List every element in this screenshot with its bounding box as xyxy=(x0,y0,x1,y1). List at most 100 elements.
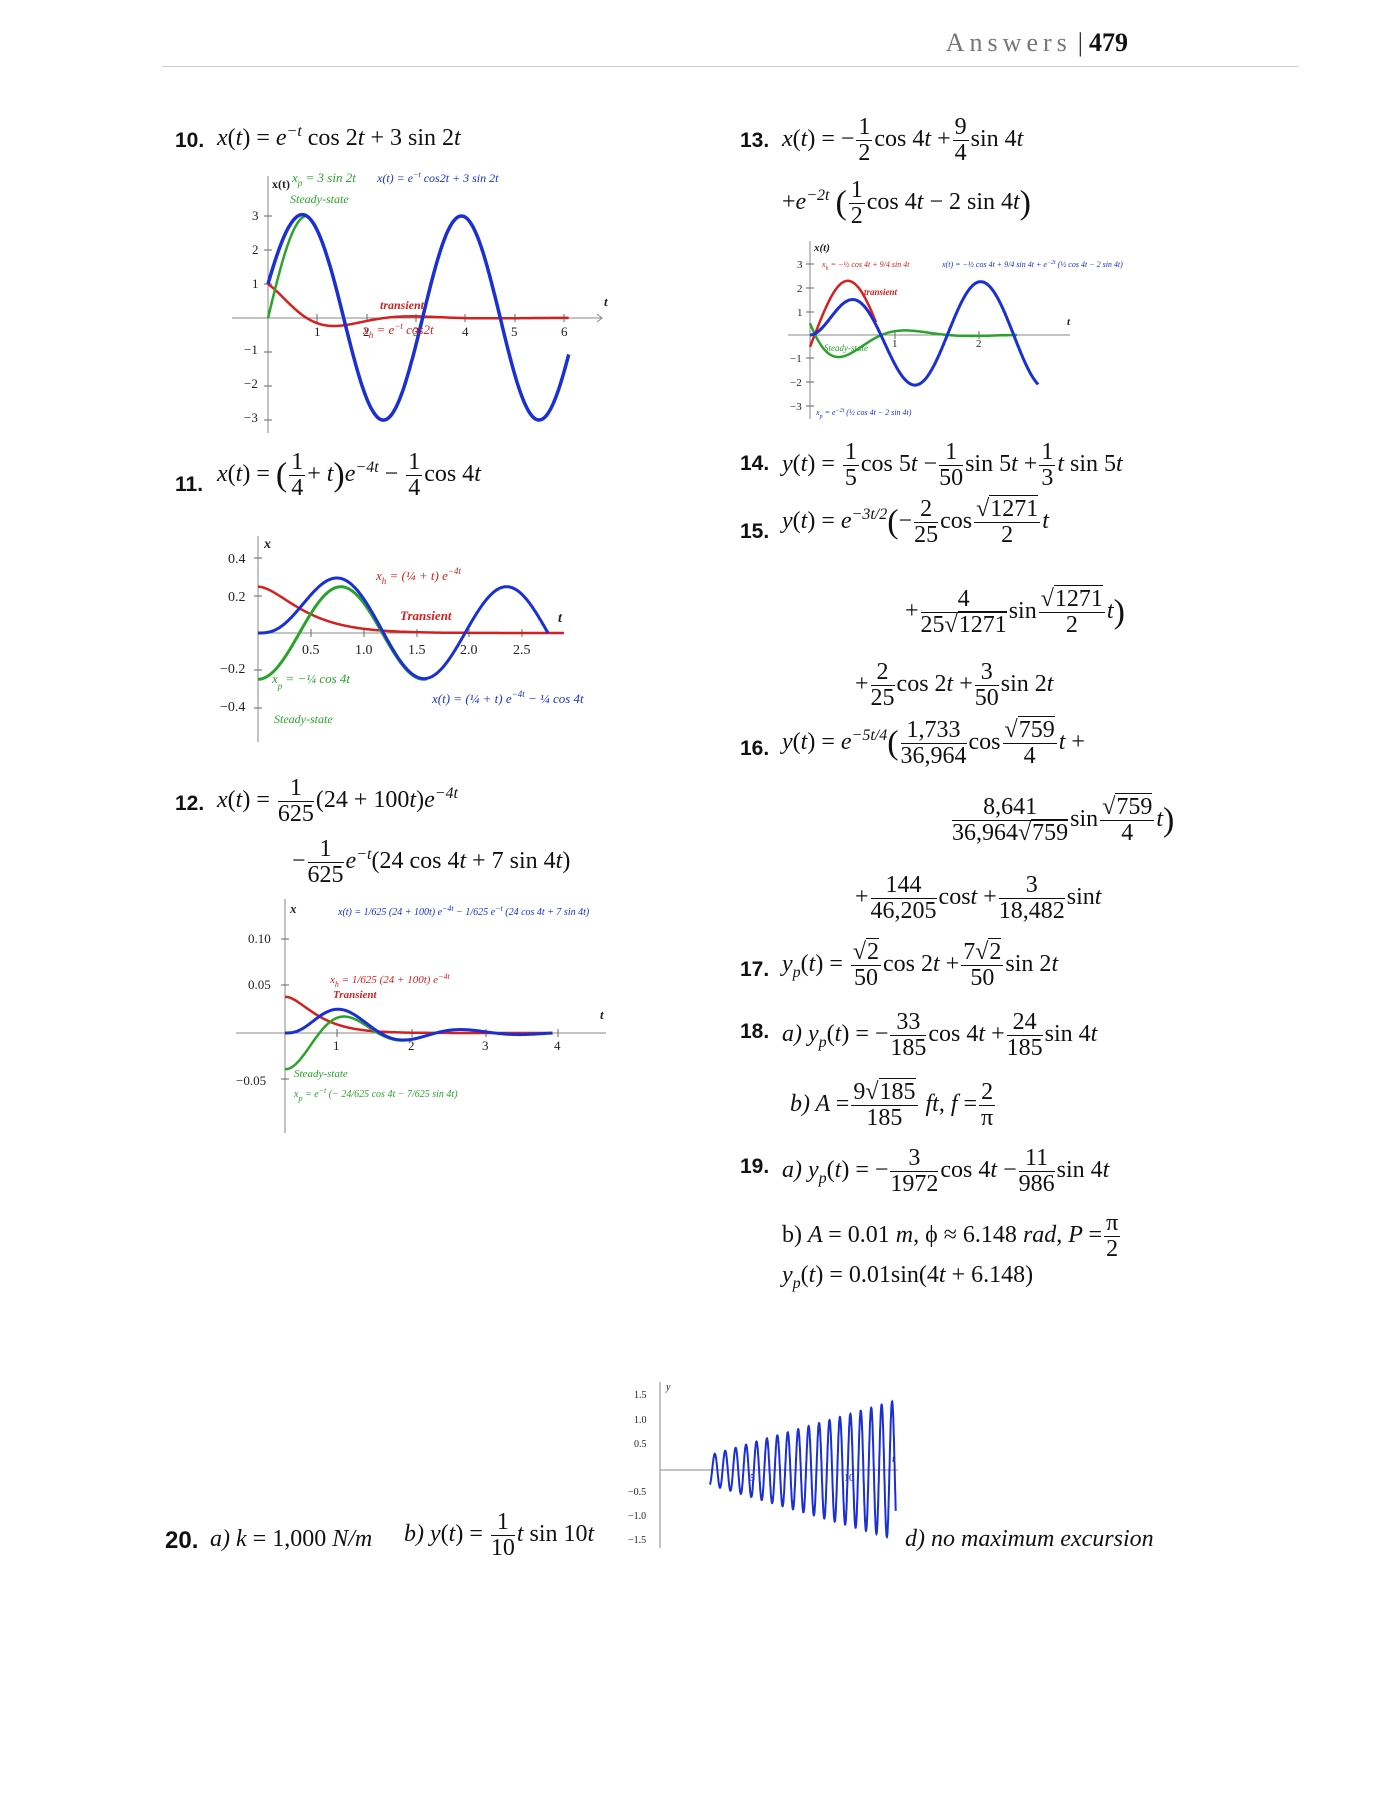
answer-11-number: 11. xyxy=(175,473,204,496)
answer-20-part-a: a) k = 1,000 N/m xyxy=(210,1526,373,1552)
answer-11-equation: x(t) = (1 4 + t)e−4t − 1 4 cos 4t xyxy=(217,449,481,502)
header-section: Answers xyxy=(945,28,1072,57)
svg-text:0.10: 0.10 xyxy=(248,931,271,946)
answer-17-equation: yp(t) = √2 50 cos 2t +7√2 50 sin 2t xyxy=(782,938,1059,992)
answer-13-line-2: +e−2t (1 2 cos 4t − 2 sin 4t) xyxy=(782,177,1031,230)
svg-text:x(t) = 1/625 (24 + 100t) e−4t: x(t) = 1/625 (24 + 100t) e−4t − 1/625 e−… xyxy=(337,904,590,918)
svg-text:2.5: 2.5 xyxy=(513,643,531,658)
svg-text:transient: transient xyxy=(864,287,898,297)
graph-12-steady-curve xyxy=(285,1015,553,1071)
svg-text:3: 3 xyxy=(797,259,803,271)
svg-text:Steady-state: Steady-state xyxy=(274,712,333,726)
header-separator: | xyxy=(1077,28,1083,57)
svg-text:Steady-state: Steady-state xyxy=(824,343,868,353)
answer-19-yp: yp(t) = 0.01sin(4t + 6.148) xyxy=(782,1262,1034,1292)
page-number: 479 xyxy=(1089,28,1128,57)
svg-text:−2: −2 xyxy=(790,377,802,389)
svg-text:−1.5: −1.5 xyxy=(628,1535,646,1546)
svg-text:x: x xyxy=(289,901,297,916)
svg-text:Transient: Transient xyxy=(333,989,378,1001)
svg-text:1: 1 xyxy=(314,324,321,339)
graph-12: x t 0.10 0.05 −0.05 1 2 3 4 x(t) = 1/625 (24 … xyxy=(236,899,606,1133)
svg-text:1.0: 1.0 xyxy=(355,643,373,658)
svg-text:x(t) = e−t cos2t + 3 sin 2t: x(t) = e−t cos2t + 3 sin 2t xyxy=(376,170,499,185)
svg-text:−1: −1 xyxy=(790,353,802,365)
svg-text:−3: −3 xyxy=(244,410,258,425)
svg-text:−1: −1 xyxy=(244,342,258,357)
svg-text:−0.05: −0.05 xyxy=(236,1073,266,1088)
svg-text:−3: −3 xyxy=(790,401,802,413)
answer-17-number: 17. xyxy=(740,958,770,981)
svg-text:y: y xyxy=(665,1382,671,1393)
graph-12-total-curve xyxy=(285,1007,553,1042)
svg-text:xp = e−t (− 24/625 cos 4t − 7/: xp = e−t (− 24/625 cos 4t − 7/625 sin 4t… xyxy=(293,1086,458,1103)
svg-text:0.4: 0.4 xyxy=(228,552,246,567)
svg-text:transient: transient xyxy=(380,298,425,312)
running-header: Answers | 479 xyxy=(946,28,1128,58)
svg-text:t: t xyxy=(604,294,608,309)
answer-20-part-d: d) no maximum excursion xyxy=(905,1526,1154,1552)
svg-text:Steady-state: Steady-state xyxy=(290,192,349,206)
svg-text:1: 1 xyxy=(892,338,898,350)
svg-text:6: 6 xyxy=(561,324,568,339)
svg-text:−0.5: −0.5 xyxy=(628,1487,646,1498)
answer-12-line-2: −1 625 e−t(24 cos 4t + 7 sin 4t) xyxy=(292,836,571,889)
answer-15-line-2: +4 25√1271 sin √1271 2 t) xyxy=(905,585,1125,639)
svg-text:xh = (¼ + t) e−4t: xh = (¼ + t) e−4t xyxy=(375,566,461,586)
answer-15-line-3: +2 25 cos 2t +3 50 sin 2t xyxy=(855,659,1054,712)
answer-15-line-1: y(t) = e−3t/2(− 2 25 cos √1271 2 t xyxy=(782,495,1049,549)
answer-19-part-b: b) A = 0.01 m, ϕ ≈ 6.148 rad, P = π 2 xyxy=(782,1210,1121,1263)
svg-text:xp = −¼ cos 4t: xp = −¼ cos 4t xyxy=(271,671,350,691)
svg-text:10: 10 xyxy=(844,1473,854,1484)
svg-text:x: x xyxy=(263,537,271,552)
svg-text:0.2: 0.2 xyxy=(228,590,246,605)
answer-12-line-1: x(t) = 1 625 (24 + 100t)e−4t xyxy=(217,775,458,828)
svg-text:Steady-state: Steady-state xyxy=(294,1068,348,1080)
answer-13-number: 13. xyxy=(740,129,770,152)
svg-text:1: 1 xyxy=(333,1038,340,1053)
svg-text:4: 4 xyxy=(554,1038,561,1053)
svg-text:0.05: 0.05 xyxy=(248,977,271,992)
svg-text:2: 2 xyxy=(976,338,982,350)
answer-12-number: 12. xyxy=(175,792,205,815)
svg-text:x(t) = −½ cos 4t + 9/4 sin 4t: x(t) = −½ cos 4t + 9/4 sin 4t + e−2t (½ … xyxy=(941,260,1123,269)
svg-text:t: t xyxy=(1067,316,1071,328)
svg-text:1.0: 1.0 xyxy=(634,1415,647,1426)
svg-text:4: 4 xyxy=(462,324,469,339)
answer-19-part-a: a) yp(t) = −3 1972 cos 4t −11 986 sin 4t xyxy=(782,1145,1110,1198)
svg-text:3: 3 xyxy=(482,1038,489,1053)
answer-18-number: 18. xyxy=(740,1020,770,1043)
graph-10-steady-curve xyxy=(266,214,307,319)
svg-text:5: 5 xyxy=(511,324,518,339)
svg-text:1: 1 xyxy=(797,307,803,319)
svg-text:1.5: 1.5 xyxy=(634,1390,647,1401)
graph-13-steady-curve xyxy=(808,322,1017,359)
svg-text:xh = 1/625 (24 + 100t) e−4t: xh = 1/625 (24 + 100t) e−4t xyxy=(329,972,450,989)
svg-text:−1.0: −1.0 xyxy=(628,1511,646,1522)
answer-18-part-a: a) yp(t) = −33 185 cos 4t +24 185 sin 4t xyxy=(782,1009,1098,1062)
svg-text:x(t) = (¼ + t) e−4t − ¼ cos 4t: x(t) = (¼ + t) e−4t − ¼ cos 4t xyxy=(431,689,584,706)
svg-text:−0.4: −0.4 xyxy=(220,700,245,715)
svg-text:t: t xyxy=(600,1007,604,1022)
graph-13-total-curve xyxy=(810,280,1040,387)
svg-text:x(t): x(t) xyxy=(813,242,830,254)
answer-19-number: 19. xyxy=(740,1155,770,1178)
graph-13-transient-curve xyxy=(808,279,878,348)
svg-text:2: 2 xyxy=(408,1038,415,1053)
svg-text:x(t): x(t) xyxy=(272,177,290,191)
header-rule xyxy=(162,66,1298,67)
answer-16-line-3: +144 46,205 cost +3 18,482 sint xyxy=(855,872,1102,925)
answer-13-line-1: x(t) = −1 2 cos 4t +9 4 sin 4t xyxy=(782,114,1024,167)
svg-text:2: 2 xyxy=(252,242,259,257)
svg-text:3: 3 xyxy=(252,208,259,223)
graph-11-total-curve xyxy=(258,576,550,681)
svg-text:2: 2 xyxy=(363,324,370,339)
graph-11: x t 0.4 0.2 −0.2 −0.4 0.5 1.0 1.5 2.0 2.5 xh = … xyxy=(220,536,584,742)
answer-10-number: 10. xyxy=(175,129,205,152)
svg-text:2: 2 xyxy=(797,283,803,295)
graph-10-total-curve xyxy=(266,212,571,422)
svg-text:2.0: 2.0 xyxy=(460,643,478,658)
answer-15-number: 15. xyxy=(740,520,770,543)
svg-text:0.5: 0.5 xyxy=(302,643,320,658)
graph-13: x(t) t 3 2 1 −1 −2 −3 1 2 xh = −½ cos 4t + 9/… xyxy=(788,241,1123,420)
